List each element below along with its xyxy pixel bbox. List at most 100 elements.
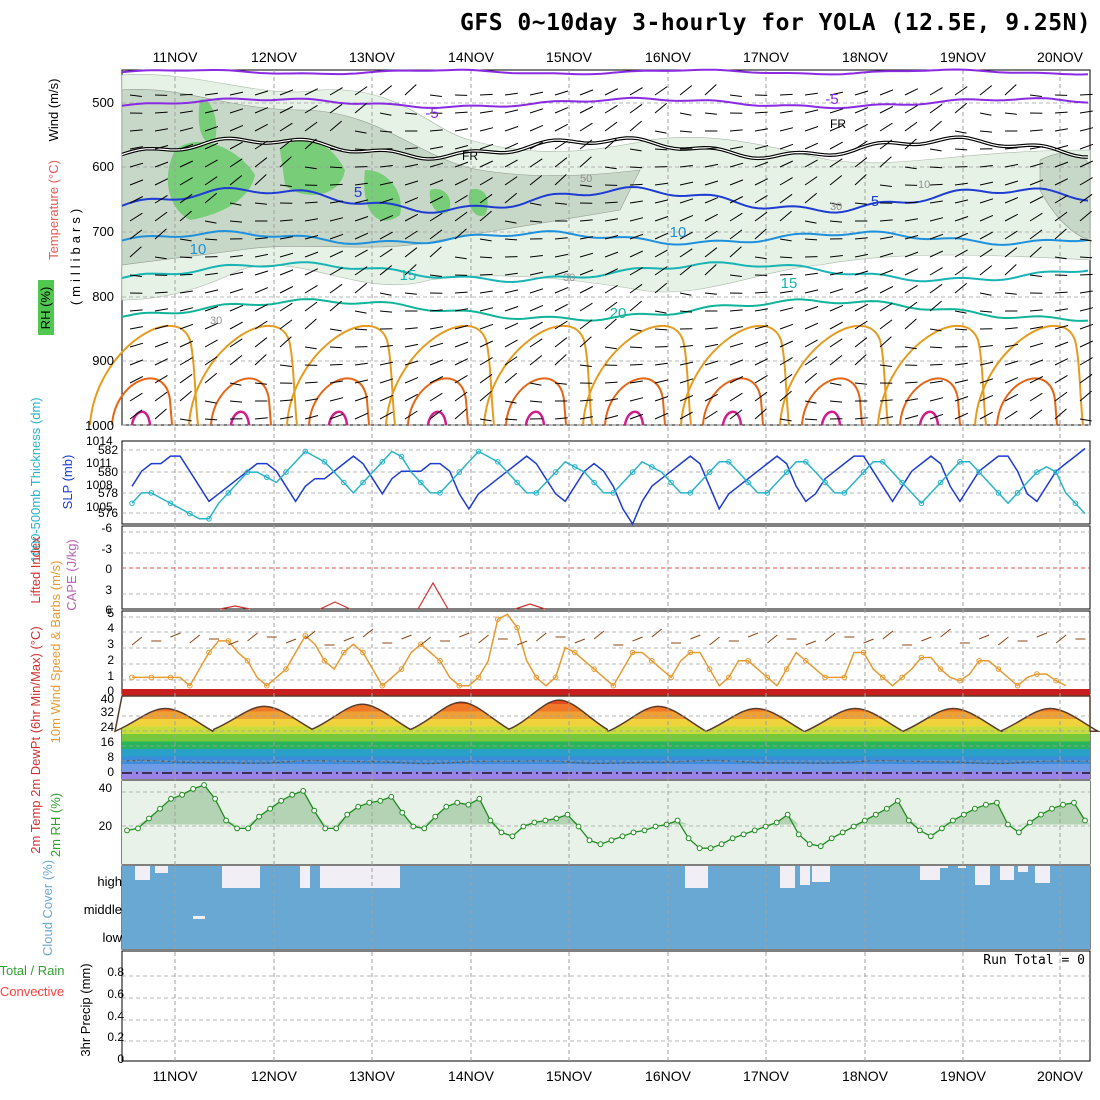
barb-55 <box>529 108 544 114</box>
barb-78 <box>129 129 143 132</box>
barb-566 <box>629 346 643 349</box>
barb-682 <box>604 398 618 402</box>
barb-656 <box>929 380 943 384</box>
barb-57 <box>579 106 594 114</box>
barb-48 <box>354 102 368 114</box>
barb-99 <box>654 130 667 134</box>
rh-pt-78 <box>983 801 989 808</box>
barb-361 <box>379 248 393 258</box>
barb-695 <box>929 397 944 402</box>
barb-292 <box>604 218 618 222</box>
barb-44 <box>254 107 269 114</box>
barb-602 <box>554 354 567 366</box>
barb-687 <box>729 392 743 402</box>
barb-109 <box>904 121 918 132</box>
barb-245 <box>404 197 419 204</box>
barb-195 <box>129 179 144 186</box>
barb-282 <box>354 216 369 222</box>
thickness-series-pt-44 <box>552 469 559 475</box>
rh-label-30a: 30 <box>210 315 222 327</box>
barb10-18 <box>304 630 316 640</box>
barb-527 <box>629 328 642 332</box>
barb-519 <box>429 326 443 330</box>
barb-538 <box>904 318 917 330</box>
thickness-series-pt-58 <box>687 490 694 496</box>
rh-pt-54 <box>718 841 725 848</box>
contour-30-4 <box>505 377 567 426</box>
contour-25-5 <box>582 324 692 426</box>
rh-pt-43 <box>597 841 604 848</box>
contour-label-m5a: -5 <box>425 105 438 122</box>
contour-25-2 <box>286 324 396 426</box>
barb-263 <box>854 202 867 205</box>
barb-185 <box>854 157 868 168</box>
precip-conv-label: Convective <box>0 984 64 999</box>
barb-147 <box>879 139 893 150</box>
wind-speed-series-pt-68 <box>783 666 790 672</box>
barb-362 <box>404 247 418 258</box>
barb-315 <box>204 238 218 241</box>
barb10-24 <box>362 628 374 638</box>
thickness-series-pt-38 <box>495 459 501 465</box>
barb-253 <box>604 201 618 204</box>
cloud-gap-11 <box>958 866 966 868</box>
run-total: Run Total = 0 <box>983 953 1085 968</box>
rh-pt-2 <box>146 815 152 822</box>
barb-727 <box>754 408 767 420</box>
barb-300 <box>804 220 817 224</box>
wind-speed-series-pt-40 <box>514 624 520 631</box>
barb-497 <box>854 303 868 312</box>
barb-416 <box>779 273 793 276</box>
barb-385 <box>979 248 993 258</box>
rh-tick-40: 40 <box>99 781 113 795</box>
barb10-36 <box>478 634 489 644</box>
barb-636 <box>429 376 444 384</box>
thickness-series-pt-36 <box>475 448 482 455</box>
barb-270 <box>1029 196 1044 204</box>
rh-pt-18 <box>322 825 329 832</box>
barb-100 <box>679 130 693 133</box>
barb-76 <box>1054 111 1068 114</box>
barb-457 <box>829 288 844 294</box>
wind-barbs-upper <box>129 84 1094 422</box>
barb-38 <box>1079 93 1093 96</box>
barb-74 <box>1004 112 1017 115</box>
barb-249 <box>504 192 518 204</box>
barb-676 <box>454 391 468 402</box>
barb-21 <box>654 86 668 96</box>
cloud-gap-7 <box>800 866 810 885</box>
barb-11 <box>404 84 417 96</box>
barb-167 <box>404 163 418 168</box>
contour-label-20: 20 <box>610 305 627 322</box>
barb-254 <box>629 200 643 204</box>
rh-pt-6 <box>190 786 197 792</box>
date-bottom-0: 11NOV <box>153 1068 199 1084</box>
barb-588 <box>204 356 218 366</box>
barb-396 <box>279 269 294 276</box>
barb-518 <box>404 327 418 330</box>
barb-542 <box>1004 327 1018 330</box>
rh-pt-14 <box>278 797 285 804</box>
precip-tick-04: 0.4 <box>107 1009 124 1023</box>
rh-pt-29 <box>443 803 450 810</box>
barb-286 <box>454 211 468 222</box>
legend-wind: Wind (m/s) <box>46 79 61 142</box>
barb10-90 <box>998 636 1009 646</box>
barb-629 <box>254 382 267 385</box>
barb-501 <box>954 310 967 314</box>
barb-81 <box>204 126 219 132</box>
pressure-tick-1000: 1000 <box>85 418 114 433</box>
wind-speed-series-pt-8 <box>206 649 212 656</box>
barb-641 <box>554 382 567 385</box>
barb-372 <box>654 249 668 258</box>
rh-pt-31 <box>465 801 472 808</box>
date-bottom-2: 13NOV <box>349 1068 396 1084</box>
barb-486 <box>579 302 593 312</box>
barb10-96 <box>1055 634 1067 644</box>
barb-392 <box>179 273 193 276</box>
barb-379 <box>829 255 843 258</box>
contour-35-4 <box>524 410 546 426</box>
barb-572 <box>779 340 794 348</box>
barb-91 <box>454 128 468 132</box>
rh-pt-81 <box>1016 829 1022 836</box>
